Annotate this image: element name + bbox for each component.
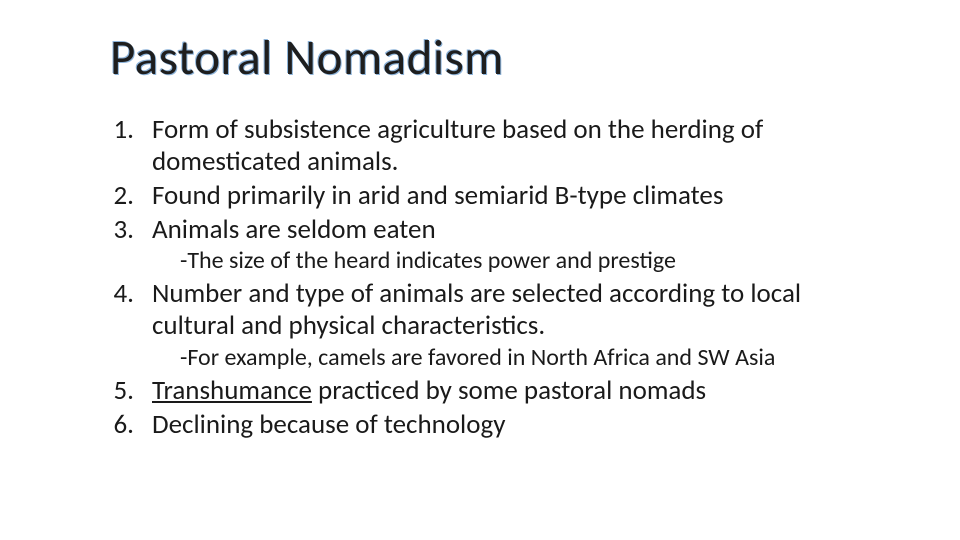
item-text-suffix: practiced by some pastoral nomads: [312, 374, 706, 407]
item-number: 4.: [96, 278, 152, 342]
item-number: 3.: [96, 214, 152, 246]
item-text: Form of subsistence agriculture based on…: [152, 114, 890, 178]
item-text: Number and type of animals are selected …: [152, 278, 890, 342]
item-text: Transhumance practiced by some pastoral …: [152, 375, 890, 407]
list-item: 2. Found primarily in arid and semiarid …: [96, 180, 890, 212]
sub-item: -The size of the heard indicates power a…: [180, 247, 890, 276]
list-item: 5. Transhumance practiced by some pastor…: [96, 375, 890, 407]
item-number: 2.: [96, 180, 152, 212]
underlined-term: Transhumance: [152, 374, 312, 407]
item-text: Animals are seldom eaten: [152, 214, 890, 246]
slide-title: Pastoral Nomadism: [110, 28, 900, 88]
item-text: Declining because of technology: [152, 409, 890, 441]
list-item: 6. Declining because of technology: [96, 409, 890, 441]
list-item: 3. Animals are seldom eaten: [96, 214, 890, 246]
slide-content: 1. Form of subsistence agriculture based…: [96, 114, 890, 440]
item-number: 6.: [96, 409, 152, 441]
sub-item: -For example, camels are favored in Nort…: [180, 344, 890, 373]
item-number: 1.: [96, 114, 152, 178]
list-item: 4. Number and type of animals are select…: [96, 278, 890, 342]
slide: Pastoral Nomadism 1. Form of subsistence…: [0, 0, 960, 540]
item-text: Found primarily in arid and semiarid B-t…: [152, 180, 890, 212]
item-number: 5.: [96, 375, 152, 407]
list-item: 1. Form of subsistence agriculture based…: [96, 114, 890, 178]
